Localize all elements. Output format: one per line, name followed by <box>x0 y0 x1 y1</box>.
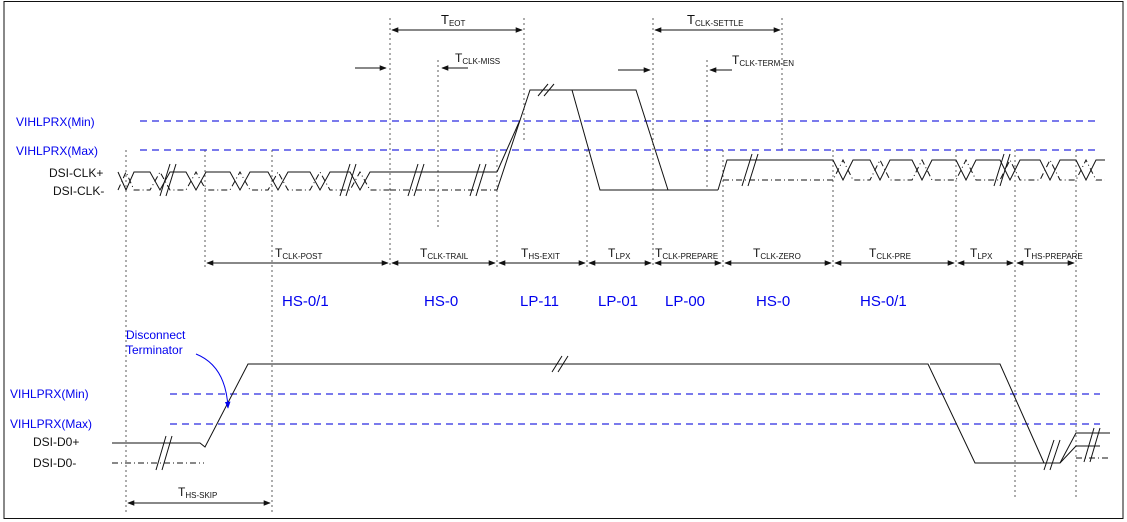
state-label-6: HS-0 <box>756 293 790 310</box>
signal-label-d0-n: DSI-D0- <box>33 456 76 470</box>
reference-lines <box>125 18 1077 515</box>
timing-label-t-clk-settle: TCLK-SETTLE <box>687 12 743 28</box>
level-label-bot-min: VIHLPRX(Min) <box>10 387 89 401</box>
timing-label-t-clk-pre: TCLK-PRE <box>869 246 911 261</box>
state-label-3: LP-11 <box>520 293 559 310</box>
timing-label-t-clk-term-en: TCLK-TERM-EN <box>732 53 794 68</box>
timing-label-t-eot: TEOT <box>441 12 466 28</box>
diagram-frame <box>3 1 1124 519</box>
state-label-5: LP-00 <box>665 293 705 310</box>
annotation-line-2: Terminator <box>126 343 183 357</box>
clk-waveform <box>117 83 1105 197</box>
state-label-1: HS-0/1 <box>282 293 329 310</box>
timing-label-t-hs-prepare: THS-PREPARE <box>1024 246 1083 261</box>
timing-label-t-hs-exit: THS-EXIT <box>521 246 560 261</box>
timing-label-t-clk-miss: TCLK-MISS <box>455 51 500 66</box>
timing-label-t-clk-prepare: TCLK-PREPARE <box>655 246 718 261</box>
signal-label-clk-n: DSI-CLK- <box>53 184 104 198</box>
signal-label-d0-p: DSI-D0+ <box>33 435 79 449</box>
level-label-top-min: VIHLPRX(Min) <box>16 115 95 129</box>
middle-timing-markers <box>127 260 1075 506</box>
timing-label-t-clk-zero: TCLK-ZERO <box>753 246 801 261</box>
timing-label-t-clk-trail: TCLK-TRAIL <box>420 246 469 261</box>
timing-label-t-lpx-1: TLPX <box>608 246 631 261</box>
upper-timing-markers <box>355 27 781 73</box>
timing-label-t-clk-post: TCLK-POST <box>275 246 322 261</box>
state-labels: HS-0/1 HS-0 LP-11 LP-01 LP-00 HS-0 HS-0/… <box>282 293 907 310</box>
state-label-4: LP-01 <box>598 293 638 310</box>
timing-label-t-lpx-2: TLPX <box>970 246 993 261</box>
disconnect-terminator-annotation: Disconnect Terminator <box>126 328 231 409</box>
d0-waveform <box>112 355 1110 471</box>
threshold-lines <box>140 120 1100 425</box>
timing-label-t-hs-skip: THS-SKIP <box>178 485 217 500</box>
annotation-line-1: Disconnect <box>126 328 186 342</box>
signal-label-clk-p: DSI-CLK+ <box>49 166 103 180</box>
annotation-arrow <box>195 353 231 409</box>
state-label-2: HS-0 <box>424 293 458 310</box>
state-label-7: HS-0/1 <box>860 293 907 310</box>
level-label-top-max: VIHLPRX(Max) <box>16 144 98 158</box>
level-label-bot-max: VIHLPRX(Max) <box>10 417 92 431</box>
